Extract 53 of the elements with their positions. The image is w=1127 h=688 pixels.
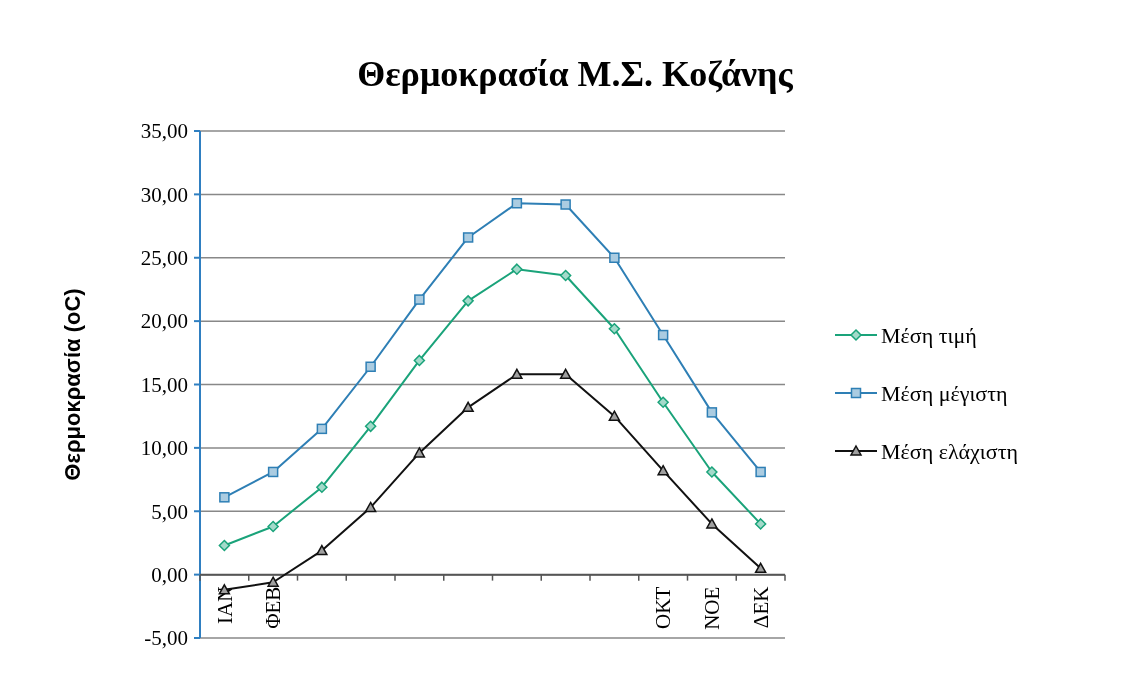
point	[413, 447, 426, 458]
point	[754, 562, 767, 574]
x-tick-label: ΔΕΚ	[748, 586, 773, 629]
y-tick-label: -5,00	[144, 626, 188, 651]
point	[316, 481, 328, 493]
point	[218, 539, 231, 552]
point	[414, 294, 425, 305]
point	[511, 198, 523, 209]
point	[754, 518, 767, 530]
legend-label: Μέση μέγιστη	[881, 380, 1008, 406]
y-tick-label: 10,00	[140, 436, 188, 461]
x-tick-label: ΦΕΒ	[261, 586, 286, 629]
point	[462, 401, 474, 413]
point	[267, 520, 279, 533]
point	[462, 295, 474, 307]
point	[609, 252, 620, 263]
y-tick-label: 25,00	[140, 246, 188, 271]
y-tick-label: 5,00	[151, 499, 188, 524]
point	[511, 368, 523, 380]
point	[608, 410, 621, 421]
legend-label: Μέση ελάχιστη	[881, 438, 1018, 464]
y-tick-label: 30,00	[140, 182, 188, 207]
point	[657, 396, 669, 408]
point	[365, 361, 376, 373]
point	[316, 423, 328, 435]
point	[657, 329, 669, 341]
point	[267, 576, 279, 587]
point	[559, 368, 572, 380]
point	[364, 420, 377, 433]
y-tick-label: 35,00	[140, 119, 188, 144]
point	[706, 407, 718, 418]
point	[657, 464, 669, 476]
x-tick-label: ΟΚΤ	[651, 586, 676, 629]
y-tick-label: 15,00	[140, 372, 188, 397]
point	[267, 466, 279, 478]
x-tick-label: ΝΟΕ	[700, 586, 725, 630]
point	[219, 492, 230, 503]
point	[511, 263, 523, 275]
point	[755, 466, 766, 478]
y-tick-label: 0,00	[151, 562, 188, 587]
chart-title: Θερμοκρασία Μ.Σ. Κοζάνης	[357, 54, 794, 94]
y-axis-title: Θερμοκρασία (oC)	[60, 288, 85, 481]
point	[559, 269, 572, 282]
legend-label: Μέση τιμή	[881, 322, 977, 348]
point	[560, 199, 571, 210]
point	[413, 354, 426, 367]
point	[608, 322, 621, 335]
point	[462, 232, 474, 243]
point	[706, 466, 718, 478]
y-tick-label: 20,00	[140, 309, 188, 334]
point	[706, 518, 718, 529]
point	[316, 544, 328, 556]
point	[364, 501, 377, 513]
